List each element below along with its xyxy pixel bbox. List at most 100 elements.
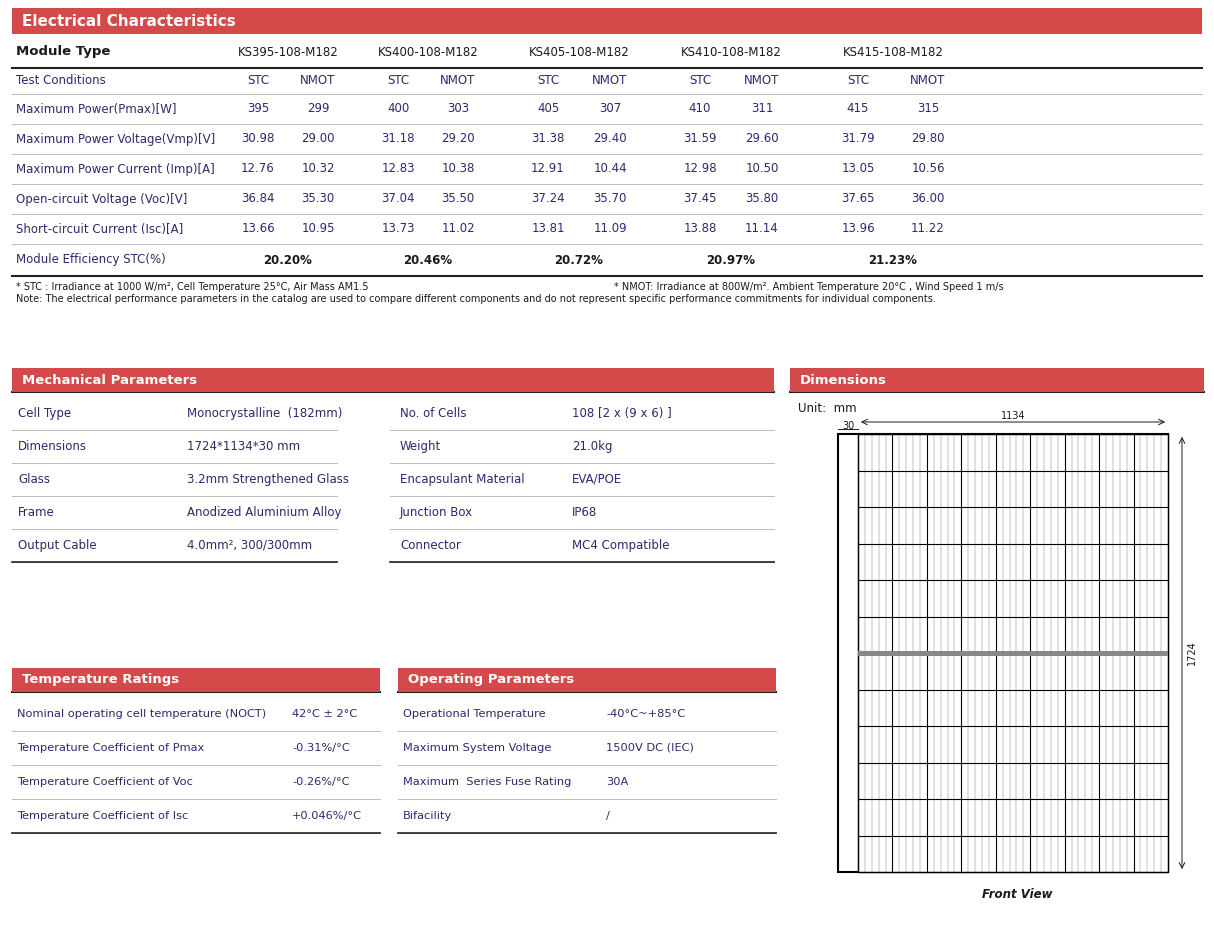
Text: 10.95: 10.95	[301, 223, 335, 236]
Text: Unit:  mm: Unit: mm	[798, 401, 857, 415]
Text: -0.26%/°C: -0.26%/°C	[293, 777, 350, 787]
Text: 108 [2 x (9 x 6) ]: 108 [2 x (9 x 6) ]	[572, 407, 671, 420]
Text: KS410-108-M182: KS410-108-M182	[681, 46, 782, 59]
Text: Weight: Weight	[399, 440, 441, 453]
Text: Nominal operating cell temperature (NOCT): Nominal operating cell temperature (NOCT…	[17, 709, 266, 719]
Text: 13.96: 13.96	[841, 223, 875, 236]
Text: 13.81: 13.81	[532, 223, 565, 236]
Text: 1724*1134*30 mm: 1724*1134*30 mm	[187, 440, 300, 453]
Text: +0.046%/°C: +0.046%/°C	[293, 811, 362, 821]
Text: STC: STC	[847, 74, 869, 87]
Text: NMOT: NMOT	[300, 74, 336, 87]
Text: 400: 400	[387, 103, 409, 115]
Text: 12.91: 12.91	[532, 163, 565, 176]
Text: 35.80: 35.80	[745, 192, 778, 205]
Bar	[790, 368, 1204, 392]
Text: Note: The electrical performance parameters in the catalog are used to compare d: Note: The electrical performance paramet…	[16, 294, 936, 304]
Text: Electrical Characteristics: Electrical Characteristics	[22, 13, 236, 29]
Text: Dimensions: Dimensions	[800, 374, 887, 386]
Text: 20.72%: 20.72%	[555, 254, 603, 266]
Text: 10.56: 10.56	[912, 163, 944, 176]
Text: KS415-108-M182: KS415-108-M182	[843, 46, 943, 59]
Text: Bifacility: Bifacility	[403, 811, 453, 821]
Text: Monocrystalline  (182mm): Monocrystalline (182mm)	[187, 407, 342, 420]
Text: * STC : Irradiance at 1000 W/m², Cell Temperature 25°C, Air Mass AM1.5: * STC : Irradiance at 1000 W/m², Cell Te…	[16, 282, 369, 292]
Text: 11.22: 11.22	[912, 223, 944, 236]
Text: 37.04: 37.04	[381, 192, 415, 205]
Text: 415: 415	[847, 103, 869, 115]
Text: 3.2mm Strengthened Glass: 3.2mm Strengthened Glass	[187, 473, 348, 486]
Text: 311: 311	[750, 103, 773, 115]
Text: 10.50: 10.50	[745, 163, 778, 176]
Text: 30: 30	[841, 421, 855, 431]
Text: 29.20: 29.20	[441, 132, 475, 146]
Text: 30.98: 30.98	[242, 132, 274, 146]
Text: 11.02: 11.02	[441, 223, 475, 236]
Text: 35.50: 35.50	[442, 192, 475, 205]
Text: Temperature Coefficient of Isc: Temperature Coefficient of Isc	[17, 811, 188, 821]
Text: 307: 307	[599, 103, 622, 115]
Text: -40°C~+85°C: -40°C~+85°C	[606, 709, 685, 719]
Text: Operational Temperature: Operational Temperature	[403, 709, 545, 719]
Text: 12.76: 12.76	[242, 163, 274, 176]
Text: STC: STC	[537, 74, 560, 87]
Bar	[12, 668, 380, 692]
Text: Maximum  Series Fuse Rating: Maximum Series Fuse Rating	[403, 777, 572, 787]
Text: 37.24: 37.24	[532, 192, 565, 205]
Text: STC: STC	[246, 74, 270, 87]
Text: MC4 Compatible: MC4 Compatible	[572, 539, 669, 552]
Text: Temperature Ratings: Temperature Ratings	[22, 673, 180, 687]
Text: Maximum Power Current (Imp)[A]: Maximum Power Current (Imp)[A]	[16, 163, 215, 176]
Bar	[398, 668, 776, 692]
Text: 12.98: 12.98	[683, 163, 716, 176]
Text: STC: STC	[688, 74, 711, 87]
Text: Cell Type: Cell Type	[18, 407, 72, 420]
Text: KS405-108-M182: KS405-108-M182	[528, 46, 629, 59]
Text: Maximum System Voltage: Maximum System Voltage	[403, 743, 551, 753]
Text: Output Cable: Output Cable	[18, 539, 97, 552]
Text: 13.88: 13.88	[683, 223, 716, 236]
Text: 21.23%: 21.23%	[868, 254, 918, 266]
Text: 35.30: 35.30	[301, 192, 335, 205]
Text: 11.14: 11.14	[745, 223, 779, 236]
Text: 20.20%: 20.20%	[263, 254, 312, 266]
Text: -0.31%/°C: -0.31%/°C	[293, 743, 350, 753]
Text: 13.73: 13.73	[381, 223, 415, 236]
Text: Open-circuit Voltage (Voc)[V]: Open-circuit Voltage (Voc)[V]	[16, 192, 187, 205]
Text: No. of Cells: No. of Cells	[399, 407, 466, 420]
Text: Temperature Coefficient of Voc: Temperature Coefficient of Voc	[17, 777, 193, 787]
Text: Test Conditions: Test Conditions	[16, 74, 106, 87]
Text: 37.65: 37.65	[841, 192, 875, 205]
Text: Module Efficiency STC(%): Module Efficiency STC(%)	[16, 254, 166, 266]
Text: 21.0kg: 21.0kg	[572, 440, 613, 453]
Text: 315: 315	[917, 103, 940, 115]
Text: 13.05: 13.05	[841, 163, 875, 176]
Text: 1134: 1134	[1000, 411, 1026, 421]
Text: 1724: 1724	[1187, 641, 1197, 666]
Text: 31.59: 31.59	[683, 132, 716, 146]
Bar	[858, 434, 1168, 872]
Text: 299: 299	[307, 103, 329, 115]
Text: 395: 395	[246, 103, 270, 115]
Text: 4.0mm², 300/300mm: 4.0mm², 300/300mm	[187, 539, 312, 552]
Text: IP68: IP68	[572, 506, 597, 519]
Text: 10.44: 10.44	[594, 163, 626, 176]
Text: EVA/POE: EVA/POE	[572, 473, 623, 486]
Bar	[12, 368, 775, 392]
Text: Module Type: Module Type	[16, 46, 110, 59]
Text: NMOT: NMOT	[744, 74, 779, 87]
Bar	[858, 650, 1168, 655]
Text: 31.79: 31.79	[841, 132, 875, 146]
Text: Connector: Connector	[399, 539, 461, 552]
Text: Anodized Aluminium Alloy: Anodized Aluminium Alloy	[187, 506, 341, 519]
Text: Maximum Power(Pmax)[W]: Maximum Power(Pmax)[W]	[16, 103, 176, 115]
Text: 31.38: 31.38	[532, 132, 565, 146]
Text: /: /	[606, 811, 609, 821]
Text: Glass: Glass	[18, 473, 50, 486]
Text: Junction Box: Junction Box	[399, 506, 473, 519]
Text: Front View: Front View	[982, 887, 1053, 901]
Text: KS400-108-M182: KS400-108-M182	[378, 46, 478, 59]
Text: 42°C ± 2°C: 42°C ± 2°C	[293, 709, 357, 719]
Text: Temperature Coefficient of Pmax: Temperature Coefficient of Pmax	[17, 743, 204, 753]
Text: Dimensions: Dimensions	[18, 440, 87, 453]
